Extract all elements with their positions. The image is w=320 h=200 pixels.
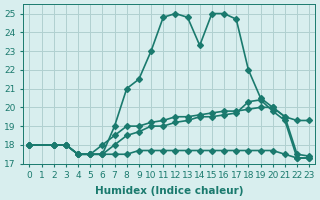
- X-axis label: Humidex (Indice chaleur): Humidex (Indice chaleur): [95, 186, 244, 196]
